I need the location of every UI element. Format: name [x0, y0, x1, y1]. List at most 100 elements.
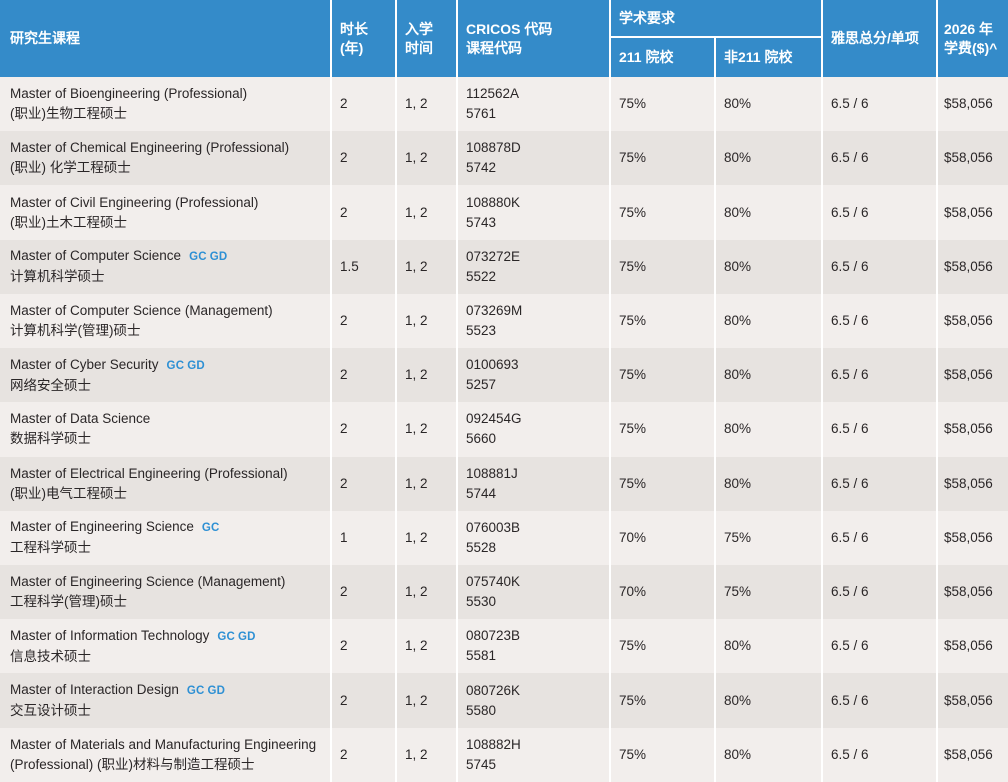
program-name: Master of Civil Engineering (Professiona… [10, 193, 326, 233]
req-211-cell: 75% [611, 673, 714, 728]
cricos-cell: 108880K 5743 [458, 185, 609, 240]
header-intake-line1: 入学 [405, 20, 433, 37]
program-name-zh: 数据科学硕士 [10, 431, 91, 447]
cricos-cell: 0100693 5257 [458, 348, 609, 403]
course-code: 5660 [466, 431, 497, 447]
intake-cell: 1, 2 [397, 348, 456, 403]
header-cricos-line2: 课程代码 [466, 39, 522, 56]
program-cell: Master of Data Science 数据科学硕士 [0, 402, 330, 457]
req-non211-cell: 80% [716, 402, 821, 457]
program-name: Master of Data Science 数据科学硕士 [10, 409, 326, 449]
table-row: Master of Engineering Science (Managemen… [0, 564, 1008, 620]
cricos-cell: 108878D 5742 [458, 131, 609, 186]
cricos-cell: 112562A 5761 [458, 77, 609, 132]
course-code: 5761 [466, 106, 497, 122]
intake-cell: 1, 2 [397, 293, 456, 349]
cricos-code: 108880K [466, 194, 521, 210]
header-duration-line1: 时长 [340, 20, 368, 37]
program-cell: Master of Materials and Manufacturing En… [0, 727, 330, 782]
program-name-zh: (职业)电气工程硕士 [10, 485, 127, 501]
program-name: Master of Interaction Design GC GD 交互设计硕士 [10, 680, 326, 721]
program-cell: Master of Computer Science (Management) … [0, 293, 330, 349]
req-211-cell: 75% [611, 348, 714, 403]
program-name: Master of Bioengineering (Professional) … [10, 84, 326, 124]
intake-cell: 1, 2 [397, 619, 456, 674]
program-name: Master of Materials and Manufacturing En… [10, 735, 326, 775]
table-body: Master of Bioengineering (Professional) … [0, 77, 1008, 782]
fee-cell: $58,056 [938, 402, 1008, 457]
header-intake: 入学 时间 [397, 0, 456, 77]
program-name-zh: (职业)材料与制造工程硕士 [97, 756, 255, 772]
cricos-cell: 076003B 5528 [458, 510, 609, 565]
ielts-cell: 6.5 / 6 [823, 239, 936, 294]
program-name: Master of Cyber Security GC GD 网络安全硕士 [10, 355, 326, 396]
table-row: Master of Information Technology GC GD 信息技… [0, 619, 1008, 674]
req-211-cell: 75% [611, 293, 714, 349]
req-non211-cell: 80% [716, 456, 821, 511]
cricos-code: 108881J [466, 465, 518, 481]
badge-gd: GD [207, 685, 226, 698]
program-name-en: Master of Bioengineering (Professional) [10, 86, 248, 102]
fee-cell: $58,056 [938, 239, 1008, 294]
course-code: 5522 [466, 268, 497, 284]
header-ielts: 雅思总分/单项 [823, 0, 936, 77]
intake-cell: 1, 2 [397, 456, 456, 511]
table-row: Master of Materials and Manufacturing En… [0, 727, 1008, 782]
program-name-zh: 信息技术硕士 [10, 648, 91, 664]
header-cricos: CRICOS 代码 课程代码 [458, 0, 609, 77]
header-academic-non211: 非211 院校 [716, 38, 821, 77]
cricos-cell: 073269M 5523 [458, 293, 609, 349]
fee-cell: $58,056 [938, 293, 1008, 349]
header-intake-line2: 时间 [405, 39, 433, 56]
duration-cell: 1 [332, 510, 395, 565]
cricos-code: 108882H [466, 736, 521, 752]
course-code: 5745 [466, 756, 497, 772]
req-211-cell: 75% [611, 131, 714, 186]
req-211-cell: 75% [611, 456, 714, 511]
req-non211-cell: 80% [716, 348, 821, 403]
req-211-cell: 75% [611, 727, 714, 782]
program-cell: Master of Electrical Engineering (Profes… [0, 456, 330, 511]
fee-cell: $58,056 [938, 727, 1008, 782]
cricos-cell: 073272E 5522 [458, 239, 609, 294]
intake-cell: 1, 2 [397, 727, 456, 782]
duration-cell: 2 [332, 293, 395, 349]
cricos-cell: 092454G 5660 [458, 402, 609, 457]
req-non211-cell: 80% [716, 131, 821, 186]
intake-cell: 1, 2 [397, 510, 456, 565]
table-row: Master of Interaction Design GC GD 交互设计硕士 … [0, 673, 1008, 728]
badge-gd: GD [187, 359, 205, 372]
program-name: Master of Computer Science (Management) … [10, 301, 326, 341]
program-cell: Master of Computer Science GC GD 计算机科学硕士 [0, 239, 330, 294]
table-row: Master of Chemical Engineering (Professi… [0, 131, 1008, 186]
course-code: 5528 [466, 539, 497, 555]
badge-gc: GC [186, 685, 205, 698]
program-name-zh: 交互设计硕士 [10, 703, 91, 719]
table-row: Master of Electrical Engineering (Profes… [0, 456, 1008, 511]
duration-cell: 2 [332, 619, 395, 674]
req-211-cell: 75% [611, 619, 714, 674]
req-211-cell: 75% [611, 185, 714, 240]
header-fee-line2: 学费($)^ [944, 39, 998, 56]
intake-cell: 1, 2 [397, 77, 456, 132]
req-211-cell: 75% [611, 239, 714, 294]
header-duration-line2: (年) [340, 39, 364, 56]
badge-gd: GD [209, 251, 228, 264]
program-cell: Master of Information Technology GC GD 信息技… [0, 619, 330, 674]
course-code: 5580 [466, 702, 497, 718]
cricos-code: 112562A [466, 86, 520, 102]
ielts-cell: 6.5 / 6 [823, 456, 936, 511]
header-academic-211: 211 院校 [611, 38, 714, 77]
program-badges: GC GD [209, 628, 255, 643]
program-name-zh: (职业) 化学工程硕士 [10, 160, 131, 176]
program-name: Master of Electrical Engineering (Profes… [10, 464, 326, 504]
ielts-cell: 6.5 / 6 [823, 348, 936, 403]
header-academic-211-label: 211 院校 [619, 49, 674, 65]
course-code: 5581 [466, 648, 497, 664]
cricos-code: 092454G [466, 411, 522, 427]
header-academic-group-label: 学术要求 [619, 9, 675, 26]
cricos-code: 080723B [466, 628, 521, 644]
fee-cell: $58,056 [938, 77, 1008, 132]
table-header: 研究生课程 时长 (年) 入学 时间 CRICOS 代码 课程代码 学术要求 2… [0, 0, 1008, 77]
cricos-cell: 108882H 5745 [458, 727, 609, 782]
